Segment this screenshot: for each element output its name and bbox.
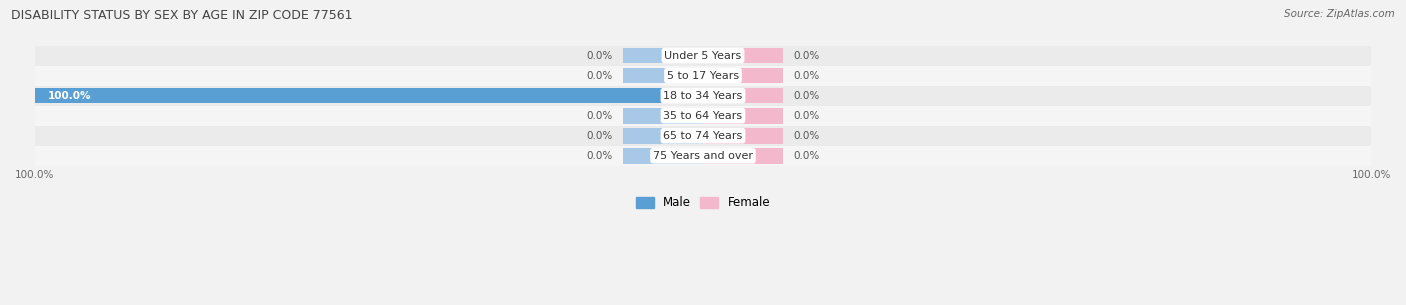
Text: 0.0%: 0.0%	[793, 51, 820, 60]
Bar	[623, 148, 703, 163]
Bar	[623, 88, 703, 103]
Text: 0.0%: 0.0%	[793, 111, 820, 121]
Text: 75 Years and over: 75 Years and over	[652, 151, 754, 161]
Bar	[703, 128, 783, 144]
Text: 65 to 74 Years: 65 to 74 Years	[664, 131, 742, 141]
Bar	[623, 48, 703, 63]
Text: 0.0%: 0.0%	[793, 151, 820, 161]
Text: 0.0%: 0.0%	[793, 91, 820, 101]
Text: 0.0%: 0.0%	[586, 111, 613, 121]
Bar	[35, 88, 703, 103]
Text: 0.0%: 0.0%	[586, 70, 613, 81]
Text: DISABILITY STATUS BY SEX BY AGE IN ZIP CODE 77561: DISABILITY STATUS BY SEX BY AGE IN ZIP C…	[11, 9, 353, 22]
Bar	[623, 68, 703, 83]
Text: 0.0%: 0.0%	[793, 70, 820, 81]
Bar	[623, 128, 703, 144]
Text: 0.0%: 0.0%	[793, 131, 820, 141]
Bar	[623, 108, 703, 124]
Bar	[35, 106, 1371, 126]
Bar	[703, 108, 783, 124]
Bar	[703, 48, 783, 63]
Text: 18 to 34 Years: 18 to 34 Years	[664, 91, 742, 101]
Bar	[703, 88, 783, 103]
Text: 35 to 64 Years: 35 to 64 Years	[664, 111, 742, 121]
Text: Under 5 Years: Under 5 Years	[665, 51, 741, 60]
Bar	[703, 68, 783, 83]
Text: 0.0%: 0.0%	[586, 131, 613, 141]
Bar	[35, 86, 1371, 106]
Text: 0.0%: 0.0%	[586, 51, 613, 60]
Bar	[35, 146, 1371, 166]
Text: 100.0%: 100.0%	[48, 91, 91, 101]
Text: 0.0%: 0.0%	[586, 151, 613, 161]
Bar	[703, 148, 783, 163]
Bar	[35, 66, 1371, 86]
Text: Source: ZipAtlas.com: Source: ZipAtlas.com	[1284, 9, 1395, 19]
Bar	[35, 45, 1371, 66]
Text: 5 to 17 Years: 5 to 17 Years	[666, 70, 740, 81]
Bar	[35, 126, 1371, 146]
Legend: Male, Female: Male, Female	[631, 192, 775, 214]
